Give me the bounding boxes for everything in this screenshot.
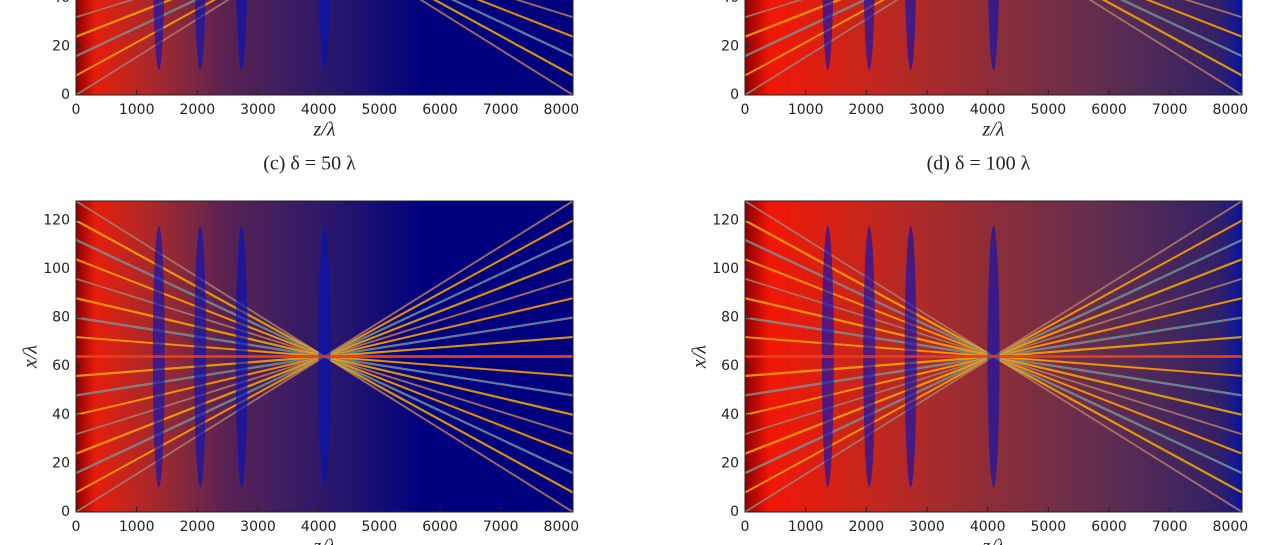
- y-tick-label: 0: [61, 87, 70, 103]
- x-tick-label: 1000: [119, 102, 155, 118]
- x-tick-label: 3000: [909, 102, 945, 118]
- y-tick-label: 0: [61, 504, 70, 520]
- y-tick-label: 100: [712, 261, 739, 277]
- x-axis-label: z/λ: [312, 119, 335, 141]
- heatmap-node: [194, 0, 206, 71]
- y-tick-label: 60: [721, 358, 739, 374]
- x-tick-label: 4000: [301, 102, 337, 118]
- plot-frame: [75, 200, 574, 513]
- heatmap-ray: [477, 0, 573, 38]
- x-tick-label: 4000: [970, 519, 1006, 535]
- x-tick-label: 5000: [362, 519, 398, 535]
- heatmap-image: [76, 201, 573, 512]
- y-tick-label: 100: [43, 261, 70, 277]
- y-tick-label: 20: [721, 38, 739, 54]
- heatmap-node: [236, 0, 247, 71]
- heatmap-ray: [1102, 0, 1242, 77]
- x-tick-label: 8000: [544, 519, 580, 535]
- y-tick-label: 20: [52, 455, 70, 471]
- heatmap-node: [988, 0, 999, 71]
- y-tick-label: 40: [52, 407, 70, 423]
- y-tick-label: 120: [43, 212, 70, 228]
- x-tick-label: 1000: [788, 519, 824, 535]
- x-tick-label: 3000: [240, 102, 276, 118]
- heatmap-image: [745, 0, 1242, 95]
- y-tick-label: 0: [730, 504, 739, 520]
- heatmap-ray: [1120, 0, 1242, 57]
- x-tick-label: 6000: [1091, 519, 1127, 535]
- x-tick-label: 6000: [422, 519, 458, 535]
- y-tick-label: 40: [721, 0, 739, 6]
- panel: 0 1000 2000 3000 4000 5000 6000 7000 8000 0 20 40 60…: [689, 153, 1249, 545]
- x-tick-label: 7000: [483, 102, 519, 118]
- y-axis-label: x/λ: [689, 345, 711, 369]
- plot-frame: [744, 0, 1243, 96]
- heatmap-image: [745, 201, 1242, 512]
- x-tick-label: 0: [741, 102, 750, 118]
- y-tick-label: 120: [712, 212, 739, 228]
- x-tick-label: 2000: [180, 519, 216, 535]
- x-tick-label: 8000: [544, 102, 580, 118]
- x-tick-label: 1000: [119, 519, 155, 535]
- plot-frame: [75, 0, 574, 96]
- heatmap-node: [863, 0, 875, 71]
- heatmap-node: [153, 0, 165, 71]
- x-tick-label: 0: [72, 519, 81, 535]
- y-tick-label: 80: [52, 310, 70, 326]
- panel: 0 1000 2000 3000 4000 5000 6000 7000 8000 0 20 40 60…: [20, 153, 580, 545]
- heatmap-ray: [433, 0, 573, 77]
- x-tick-label: 7000: [1152, 102, 1188, 118]
- x-tick-label: 6000: [1091, 102, 1127, 118]
- heatmap-node: [319, 0, 330, 71]
- x-tick-label: 6000: [422, 102, 458, 118]
- x-tick-label: 3000: [240, 519, 276, 535]
- x-tick-label: 2000: [849, 102, 885, 118]
- x-axis-label: z/λ: [312, 536, 335, 545]
- y-tick-label: 40: [52, 0, 70, 6]
- heatmap-ray: [1088, 0, 1242, 95]
- panel: 0 1000 2000 3000 4000 5000 6000 7000 8000 0 20 40 z/…: [52, 0, 579, 141]
- y-tick-label: 40: [721, 407, 739, 423]
- panel-title: (d) δ = 100 λ: [927, 153, 1031, 175]
- x-tick-label: 8000: [1213, 102, 1249, 118]
- heatmap-node: [905, 0, 916, 71]
- heatmap-node: [822, 0, 834, 71]
- x-tick-label: 3000: [909, 519, 945, 535]
- panel: 0 1000 2000 3000 4000 5000 6000 7000 8000 0 20 40 z/…: [721, 0, 1248, 141]
- x-tick-label: 7000: [483, 519, 519, 535]
- x-tick-label: 1000: [788, 102, 824, 118]
- x-tick-label: 2000: [849, 519, 885, 535]
- x-tick-label: 5000: [362, 102, 398, 118]
- x-tick-label: 5000: [1031, 102, 1067, 118]
- x-tick-label: 2000: [180, 102, 216, 118]
- y-tick-label: 60: [52, 358, 70, 374]
- panel-title: (c) δ = 50 λ: [263, 153, 356, 175]
- y-tick-label: 0: [730, 87, 739, 103]
- heatmap-ray: [419, 0, 573, 95]
- heatmap-ray: [1146, 0, 1242, 38]
- plot-frame: [744, 200, 1243, 513]
- heatmap-ray: [451, 0, 573, 57]
- y-axis-label: x/λ: [20, 345, 42, 369]
- x-axis-label: z/λ: [981, 119, 1004, 141]
- y-tick-label: 80: [721, 310, 739, 326]
- x-tick-label: 8000: [1213, 519, 1249, 535]
- x-tick-label: 4000: [970, 102, 1006, 118]
- x-tick-label: 0: [741, 519, 750, 535]
- x-tick-label: 7000: [1152, 519, 1188, 535]
- y-tick-label: 20: [52, 38, 70, 54]
- x-axis-label: z/λ: [981, 536, 1004, 545]
- heatmap-image: [76, 0, 573, 95]
- x-tick-label: 4000: [301, 519, 337, 535]
- x-tick-label: 0: [72, 102, 81, 118]
- y-tick-label: 20: [721, 455, 739, 471]
- x-tick-label: 5000: [1031, 519, 1067, 535]
